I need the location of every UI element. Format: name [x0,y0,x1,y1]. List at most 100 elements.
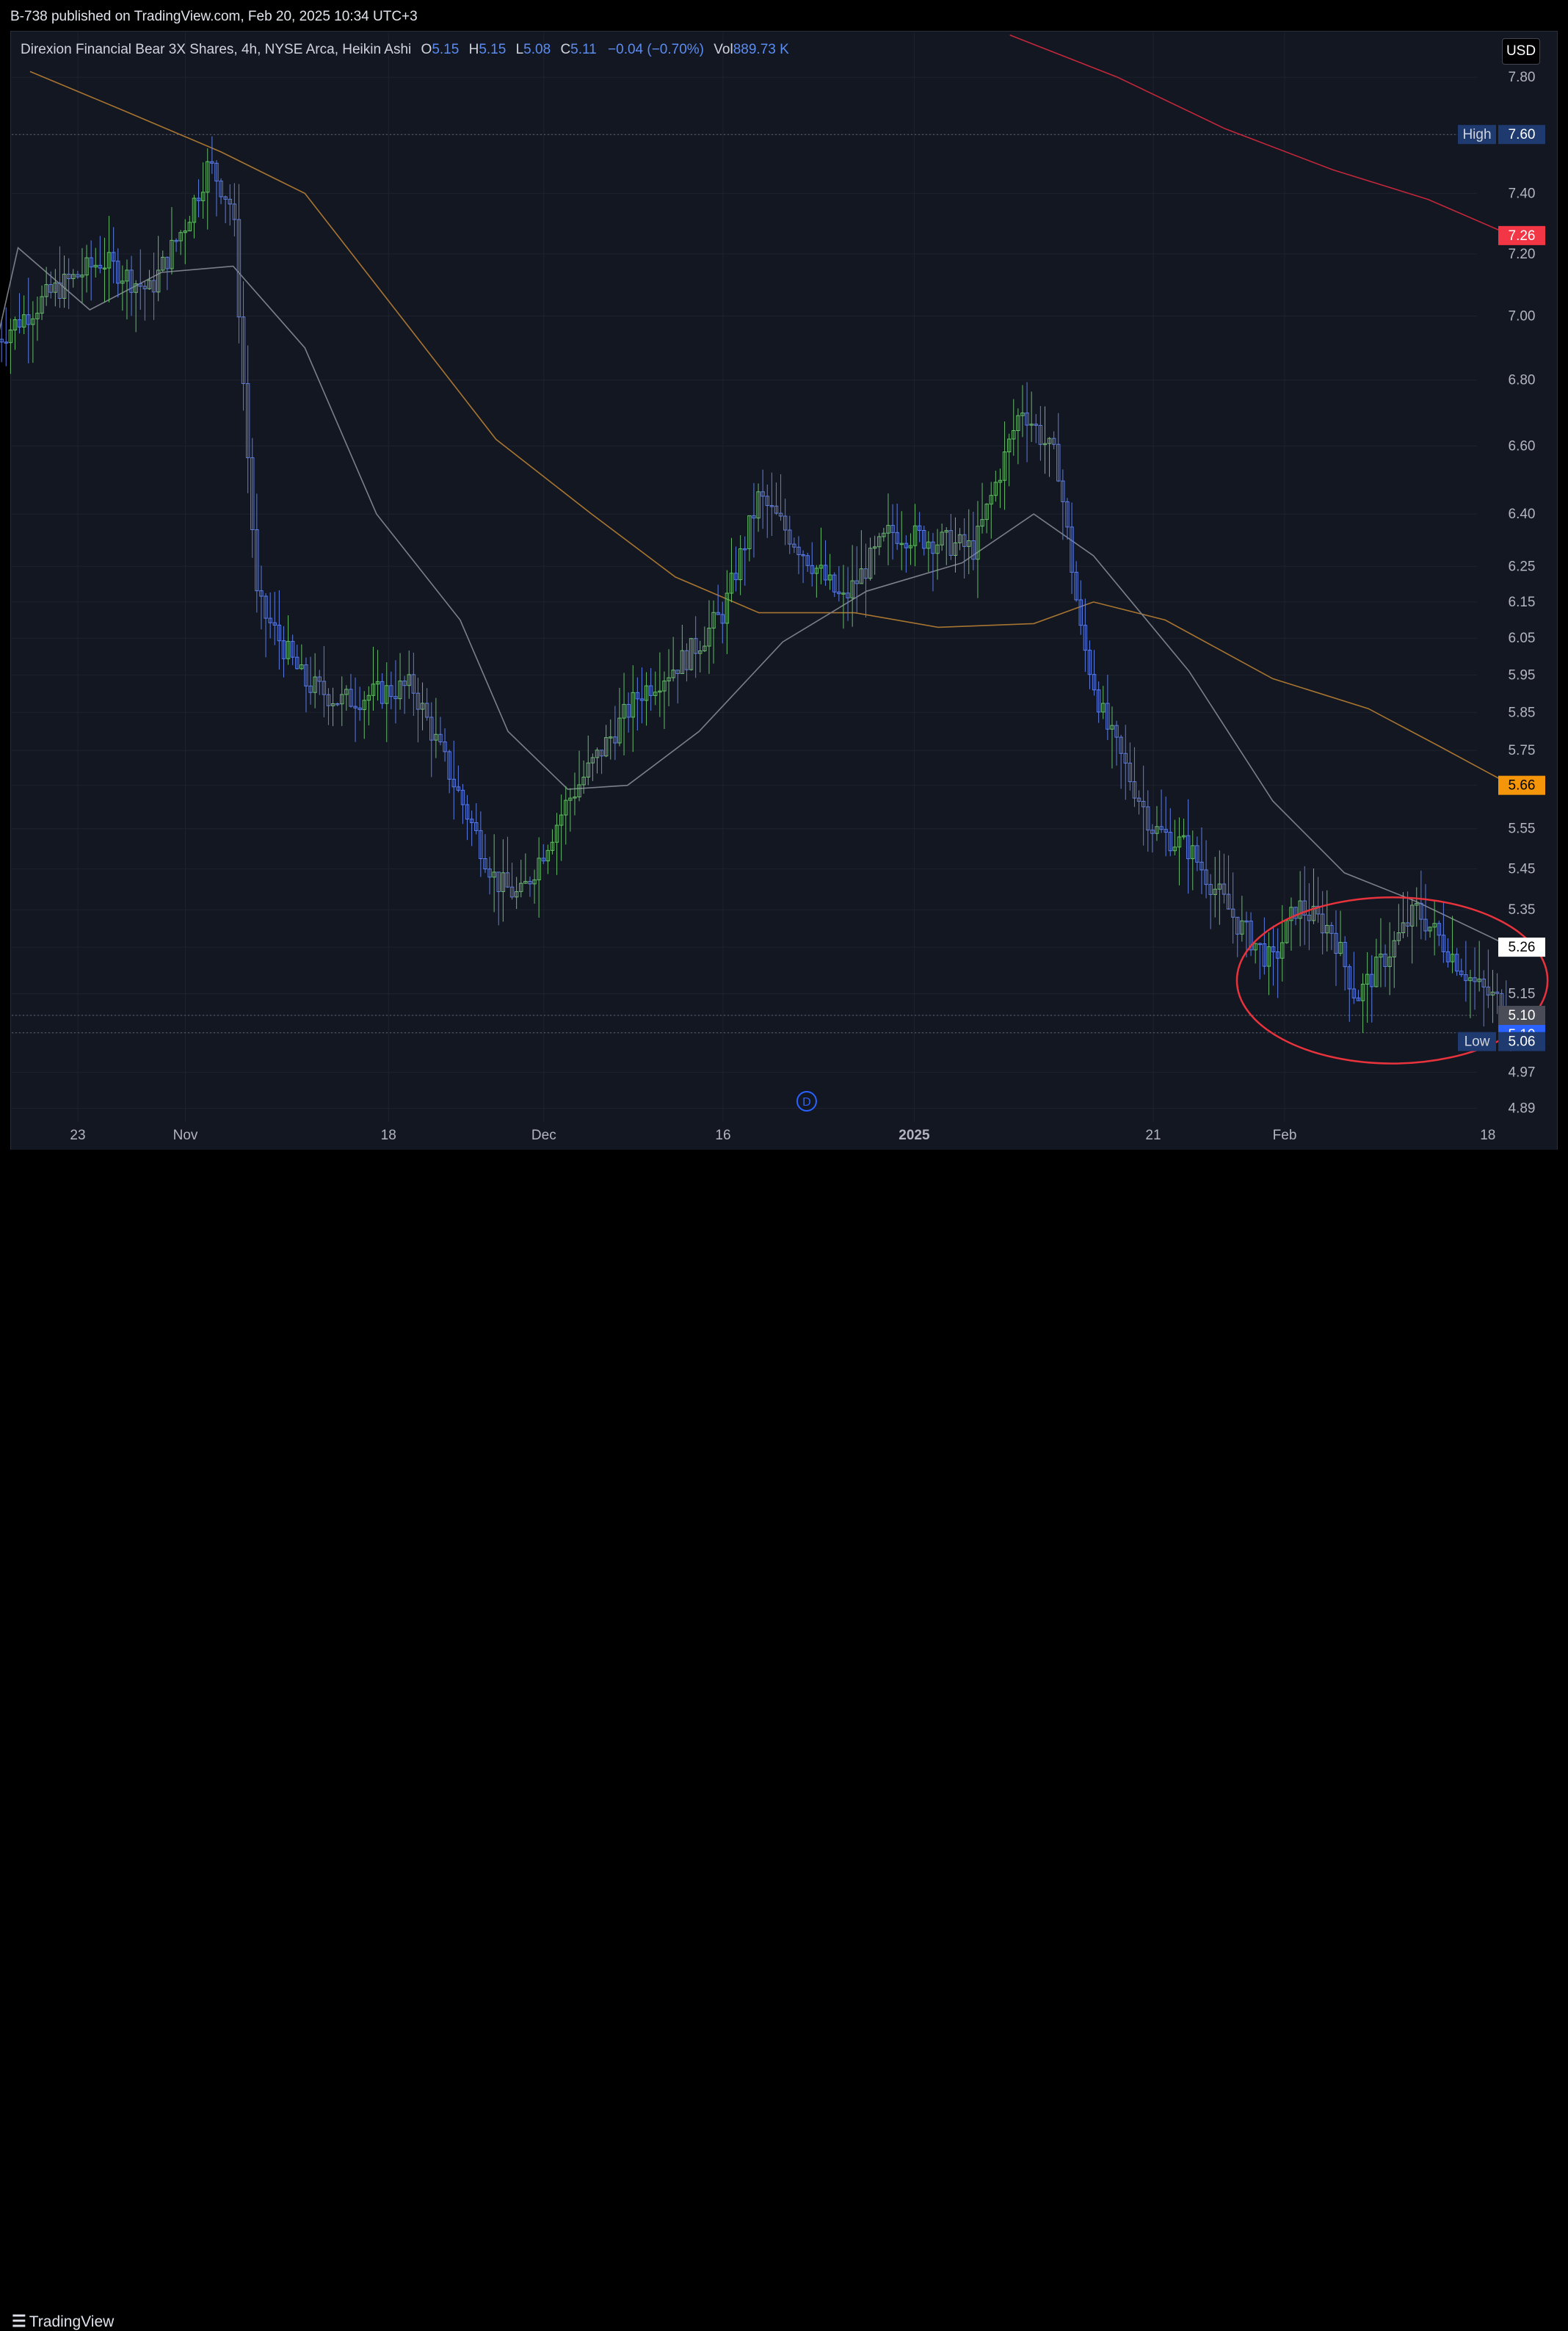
candle-body [626,703,631,718]
currency-button[interactable]: USD [1502,38,1540,65]
candle-body [1213,888,1217,895]
candle-body [1383,953,1387,968]
candle-body [707,628,711,647]
candle-body [290,641,295,658]
price-label-box [1498,225,1545,245]
candle-body [335,703,340,706]
candle-body [35,313,40,319]
candle-body [219,181,223,197]
candle-body [1415,902,1419,906]
candle-body [1401,922,1406,934]
candle-body [317,676,322,682]
candle-body [371,684,376,696]
candle-body [1315,905,1321,915]
candle-body [1177,836,1182,848]
candle-body [711,612,716,629]
candle-body [402,681,407,686]
brand-name: TradingView [29,2313,115,2330]
candle-body [259,590,264,597]
candle-body [886,525,890,534]
candle-body [200,192,206,201]
candle-body [953,542,958,556]
high-label: H [468,42,479,57]
candle-body [603,737,609,757]
candle-body [1186,835,1191,860]
y-axis-tick-label: 5.75 [1509,743,1536,758]
candle-body [1204,869,1208,885]
candle-body [545,849,551,862]
candle-body [528,880,532,885]
candle-body [537,858,541,880]
candle-body [474,822,479,831]
candle-body [272,622,277,626]
candle-body [304,664,308,686]
candle-body [129,269,134,293]
y-axis-tick-label: 6.80 [1509,373,1536,388]
candle-body [1473,977,1477,982]
candle-body [1490,991,1495,996]
y-axis-tick-label: 6.25 [1509,559,1536,574]
candle-body [1253,943,1257,951]
candle-body [349,689,353,707]
candle-body [1128,762,1133,783]
candle-body [1271,946,1276,952]
price-label-box [1498,1006,1545,1026]
candle-body [841,592,846,595]
candle-body [255,529,259,592]
candle-body [998,479,1003,483]
candle-body [846,592,850,598]
candle-body [1181,835,1186,838]
candle-body [393,696,398,700]
candle-body [501,872,506,892]
candle-body [469,819,474,824]
candle-body [1217,883,1222,890]
candle-body [389,685,393,697]
candle-body [1289,907,1293,921]
candle-body [868,548,873,579]
candle-body [1495,991,1500,994]
candle-body [120,280,125,284]
candle-body [863,568,868,579]
candle-body [125,269,129,282]
candle-body [993,482,998,496]
candle-body [1445,951,1451,963]
chart-panel[interactable] [10,31,1558,1151]
candle-body [340,694,344,705]
candle-body [581,777,586,786]
candle-body [1437,923,1441,936]
candle-body [21,314,26,328]
candle-body [1249,921,1253,951]
candle-body [698,650,703,654]
candle-body [326,694,331,706]
candle-body [514,891,519,898]
candle-body [550,841,555,851]
candle-body [1428,927,1432,932]
candle-body [729,573,734,594]
candle-body [675,670,680,674]
candle-body [31,318,35,325]
candle-body [434,733,438,741]
candle-body [1034,424,1038,426]
candle-body [554,824,559,843]
close-value: 5.11 [570,42,597,57]
candle-body [156,269,161,293]
candle-body [541,858,545,862]
candle-body [622,703,626,719]
candle-body [662,681,667,692]
dividend-marker-icon[interactable] [796,1091,817,1112]
candle-body [142,286,148,289]
price-chart[interactable]: D 7.80 7.60 7.40 7.20 7.00 6.80 6.60 6.40 6.25 6.1… [0,0,1568,1191]
candle-body [98,264,103,269]
x-axis-tick-label: 21 [1145,1128,1161,1143]
candle-body [178,232,183,242]
candle-body [519,882,523,892]
candle-body [595,750,600,758]
candle-body [631,692,635,718]
candle-body [725,592,730,624]
candle-body [1150,830,1155,834]
candle-body [639,698,645,701]
volume-label: Vol [714,42,733,57]
x-axis-tick-label: 23 [70,1128,85,1143]
candle-body [1298,900,1302,919]
candle-body [944,530,948,533]
